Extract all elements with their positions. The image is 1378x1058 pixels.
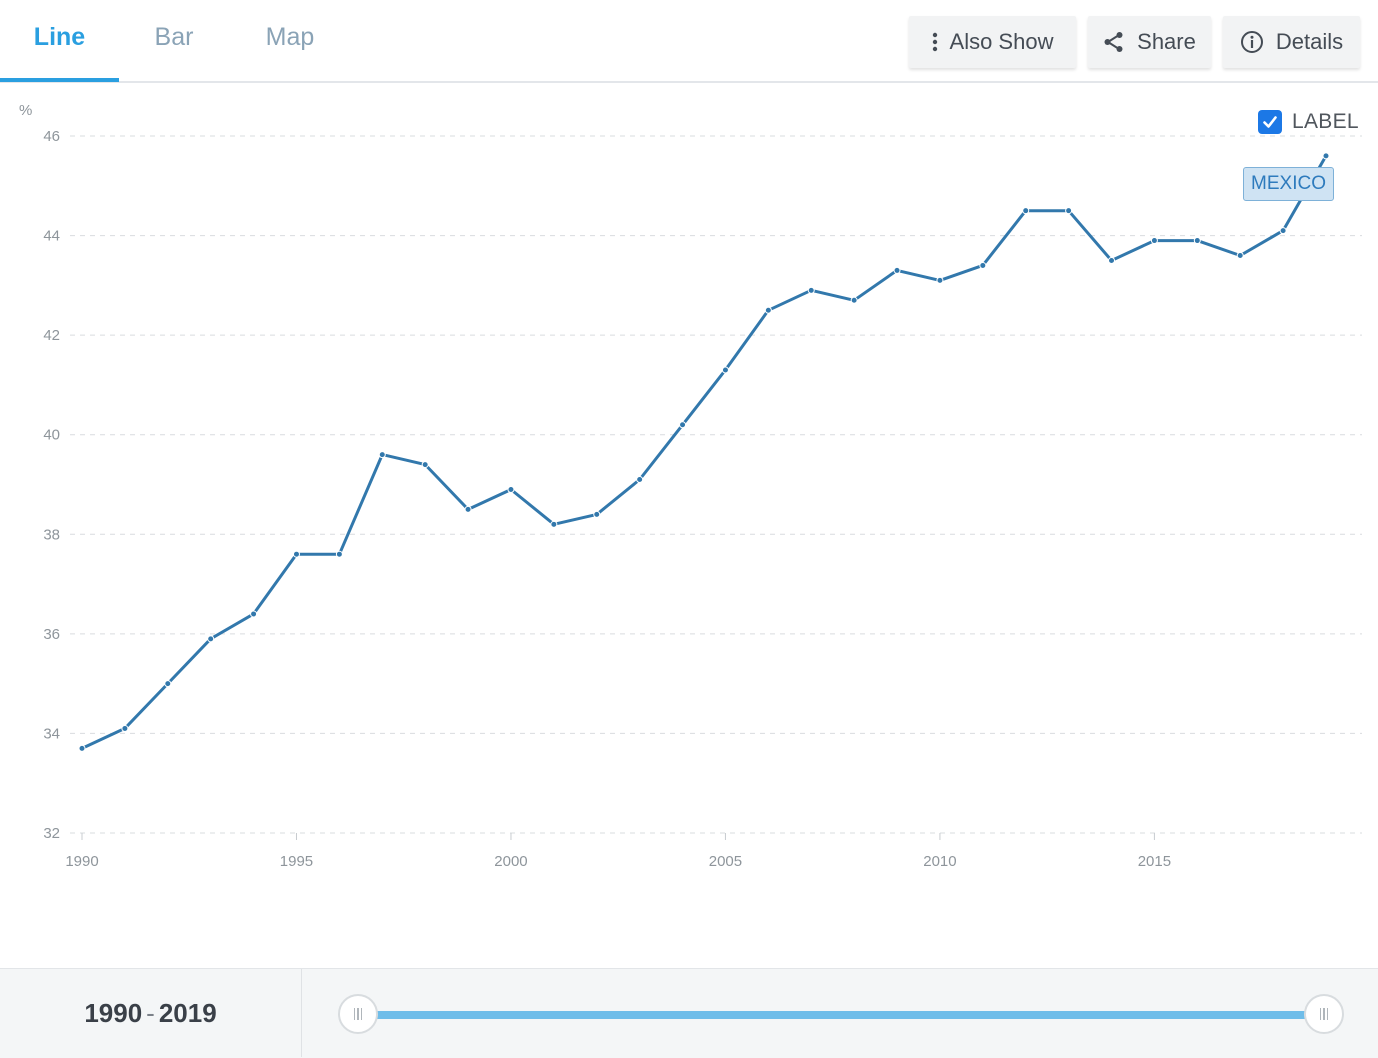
data-point[interactable]	[1022, 207, 1030, 215]
data-point[interactable]	[1322, 152, 1330, 160]
data-point[interactable]	[893, 266, 901, 274]
more-vertical-icon	[932, 32, 937, 52]
slider-handle-start[interactable]	[338, 994, 378, 1034]
info-icon	[1240, 31, 1263, 53]
data-point[interactable]	[593, 510, 601, 518]
y-axis-unit: %	[19, 102, 32, 119]
data-point[interactable]	[464, 505, 472, 513]
range-start: 1990	[84, 998, 143, 1028]
series-label-mexico: MEXICO	[1243, 167, 1334, 201]
x-tick-label: 2000	[494, 853, 527, 870]
checkmark-icon	[1263, 116, 1277, 128]
series-layer	[78, 152, 1330, 752]
y-tick-label: 38	[43, 526, 60, 543]
x-tick-label: 1990	[65, 853, 98, 870]
y-tick-label: 34	[43, 725, 60, 742]
data-point[interactable]	[292, 550, 300, 558]
data-point[interactable]	[78, 744, 86, 752]
data-point[interactable]	[850, 296, 858, 304]
y-tick-label: 44	[43, 228, 60, 245]
also-show-button[interactable]: Also Show	[909, 16, 1076, 68]
x-axis-ticks: 1990 1995 2000 2005 2010 2015	[65, 833, 1171, 870]
line-chart: % 32 34 36 38 40 42 44 46 1990 1995 2000 2005 2010 2…	[19, 102, 1362, 870]
data-point[interactable]	[1236, 251, 1244, 259]
data-point[interactable]	[807, 286, 815, 294]
data-point[interactable]	[636, 476, 644, 484]
range-separator: -	[146, 998, 155, 1028]
series-line	[80, 154, 1328, 750]
chart-tabs: Line Bar Map Also Show Share Details	[0, 0, 1378, 83]
data-point[interactable]	[764, 306, 772, 314]
y-axis-ticks: 32 34 36 38 40 42 44 46	[43, 128, 60, 842]
data-point[interactable]	[421, 461, 429, 469]
data-point[interactable]	[936, 276, 944, 284]
data-point[interactable]	[378, 451, 386, 459]
time-range-footer: 1990-2019	[0, 968, 1378, 1058]
year-range-label: 1990-2019	[0, 969, 302, 1057]
data-point[interactable]	[121, 724, 129, 732]
y-tick-label: 32	[43, 825, 60, 842]
data-point[interactable]	[979, 261, 987, 269]
details-label: Details	[1275, 29, 1344, 54]
data-point[interactable]	[207, 635, 215, 643]
year-range-slider-track[interactable]	[358, 1011, 1324, 1019]
data-point[interactable]	[164, 680, 172, 688]
data-point[interactable]	[679, 421, 687, 429]
tab-bar[interactable]: Bar	[154, 23, 194, 51]
x-tick-label: 1995	[280, 853, 313, 870]
active-tab-indicator	[0, 78, 119, 82]
range-end: 2019	[158, 998, 217, 1028]
tab-line[interactable]: Line	[33, 23, 86, 51]
slider-handle-end[interactable]	[1304, 994, 1344, 1034]
grip-icon	[353, 1008, 363, 1020]
data-point[interactable]	[507, 485, 515, 493]
x-tick-label: 2015	[1138, 853, 1171, 870]
share-icon	[1104, 32, 1123, 52]
data-point[interactable]	[1150, 237, 1158, 245]
label-checkbox[interactable]	[1258, 110, 1282, 134]
x-tick-label: 2010	[923, 853, 956, 870]
data-point[interactable]	[550, 520, 558, 528]
y-tick-label: 42	[43, 327, 60, 344]
share-button[interactable]: Share	[1088, 16, 1211, 68]
also-show-label: Also Show	[949, 29, 1054, 54]
share-label: Share	[1137, 29, 1196, 54]
data-point[interactable]	[335, 550, 343, 558]
y-tick-label: 46	[43, 128, 60, 145]
label-toggle-text: LABEL	[1292, 110, 1359, 133]
data-point[interactable]	[1065, 207, 1073, 215]
data-point[interactable]	[721, 366, 729, 374]
y-tick-label: 36	[43, 626, 60, 643]
data-point[interactable]	[1193, 237, 1201, 245]
tab-map[interactable]: Map	[265, 23, 315, 51]
label-toggle[interactable]: LABEL	[1258, 108, 1359, 136]
x-tick-label: 2005	[709, 853, 742, 870]
data-point[interactable]	[250, 610, 258, 618]
grip-icon	[1319, 1008, 1329, 1020]
data-point[interactable]	[1279, 227, 1287, 235]
data-point[interactable]	[1108, 256, 1116, 264]
y-tick-label: 40	[43, 427, 60, 444]
details-button[interactable]: Details	[1223, 16, 1360, 68]
